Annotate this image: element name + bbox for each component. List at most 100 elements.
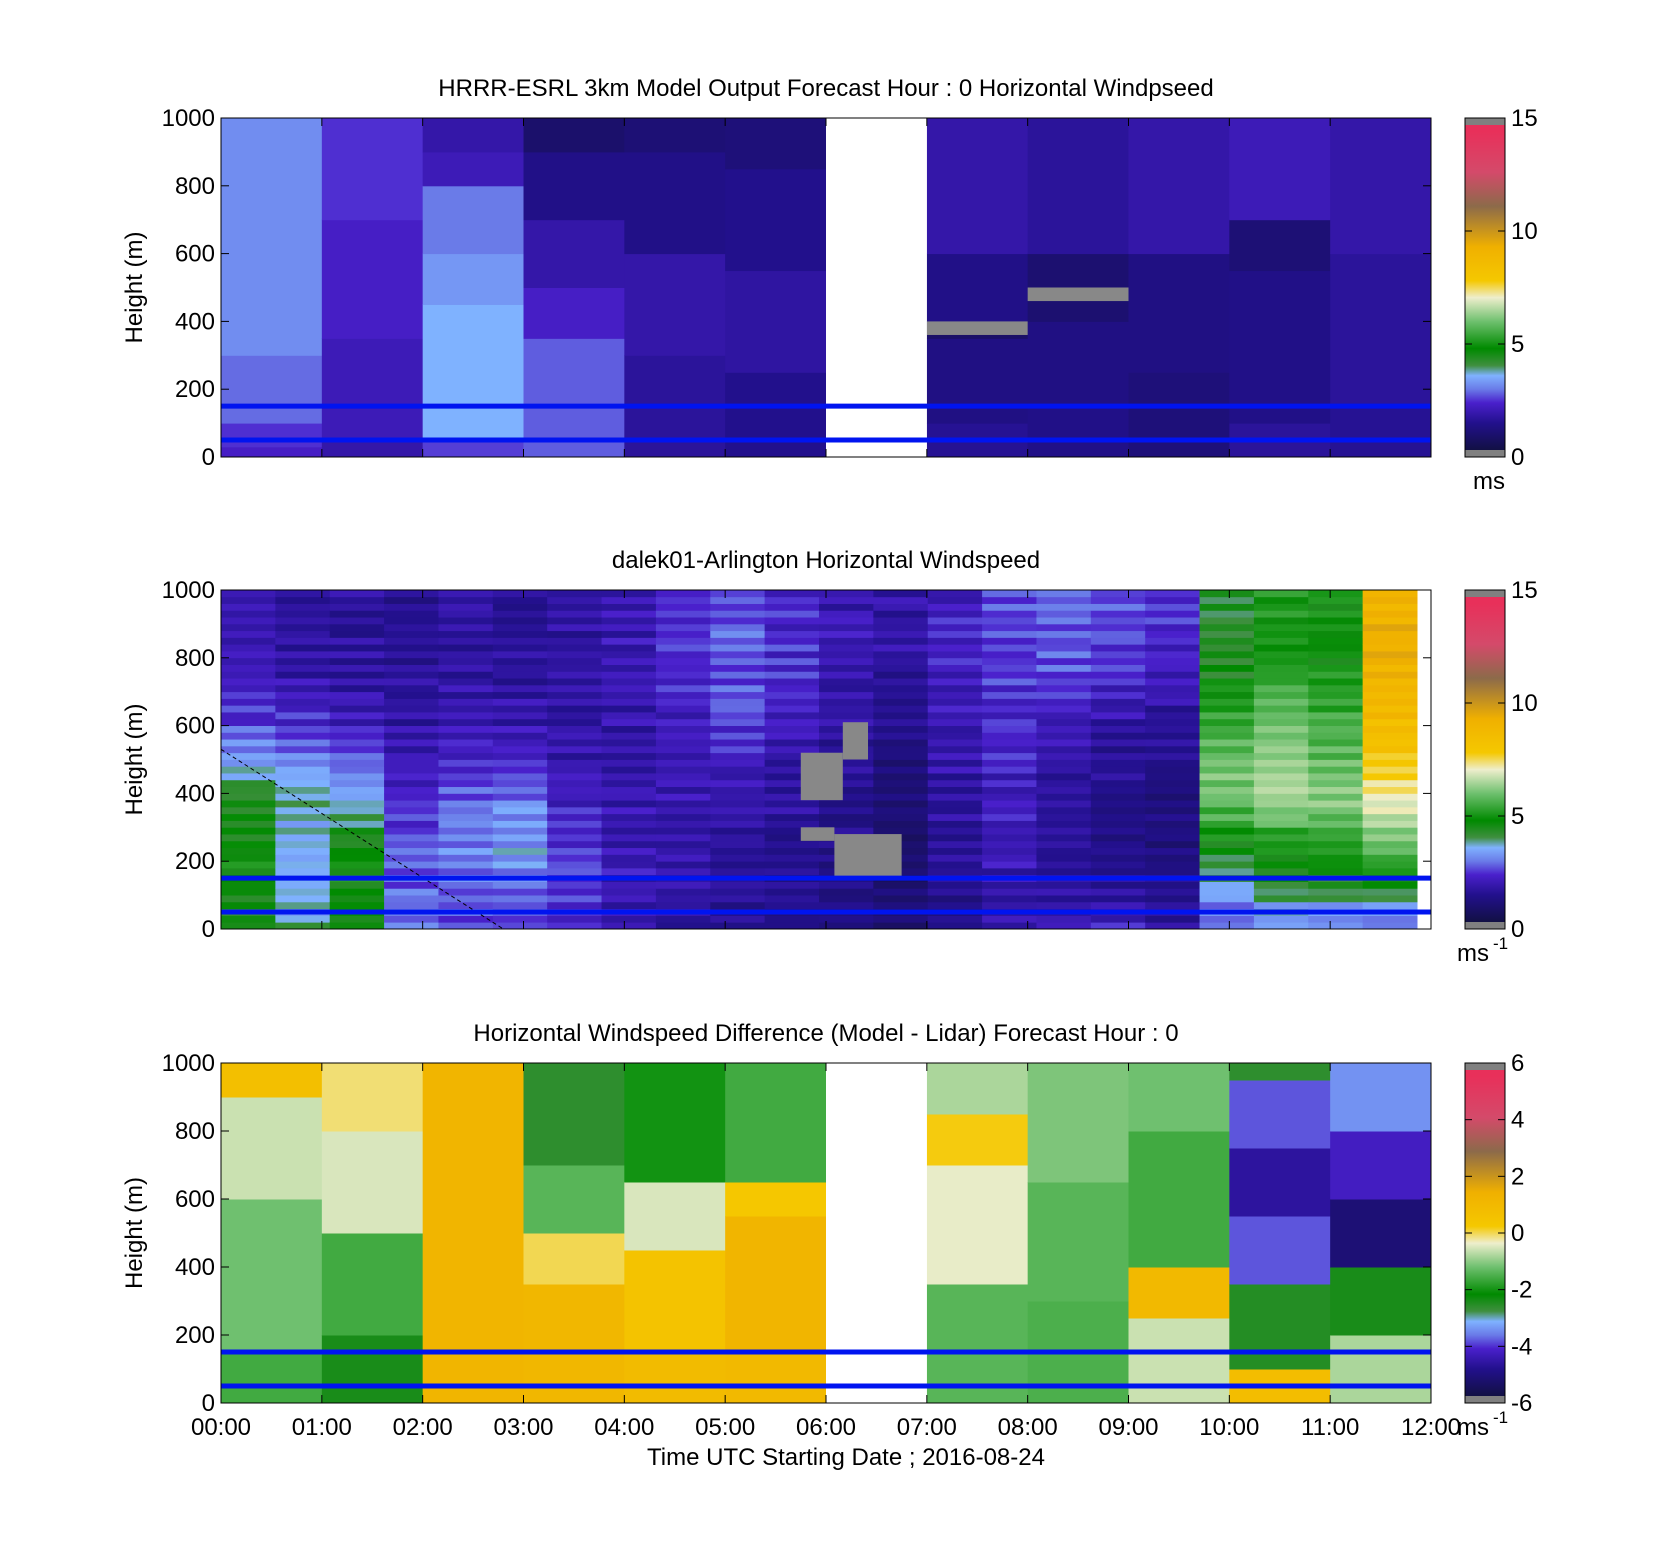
heatmap-cell bbox=[1090, 915, 1146, 923]
heatmap-cell bbox=[1145, 752, 1201, 760]
heatmap-cell bbox=[982, 827, 1037, 835]
heatmap-cell bbox=[329, 664, 385, 672]
heatmap-cell bbox=[819, 678, 874, 686]
heatmap-cell bbox=[329, 888, 385, 896]
heatmap-cell bbox=[438, 712, 494, 720]
heatmap-cell bbox=[221, 637, 276, 645]
heatmap-cell bbox=[329, 901, 385, 910]
y-tick-label: 0 bbox=[202, 444, 215, 471]
heatmap-cell bbox=[1090, 800, 1146, 808]
heatmap-cell bbox=[1362, 725, 1418, 733]
heatmap-cell bbox=[422, 1063, 524, 1404]
heatmap-cell bbox=[1308, 725, 1364, 733]
heatmap-cell bbox=[1036, 596, 1092, 604]
heatmap-cell bbox=[221, 691, 276, 699]
heatmap-cell bbox=[492, 637, 548, 645]
heatmap-cell bbox=[547, 630, 603, 638]
heatmap-cell bbox=[982, 712, 1037, 720]
heatmap-cell bbox=[655, 617, 711, 625]
x-tick-label: 05:00 bbox=[695, 1414, 755, 1441]
heatmap-cell bbox=[764, 637, 820, 645]
heatmap-cell bbox=[1145, 847, 1201, 855]
heatmap-cell bbox=[1036, 813, 1092, 821]
x-tick-label: 00:00 bbox=[191, 1414, 251, 1441]
heatmap-cell bbox=[329, 678, 385, 686]
heatmap-cell bbox=[221, 901, 276, 910]
heatmap-cell bbox=[873, 793, 929, 801]
heatmap-cell bbox=[1308, 793, 1364, 801]
heatmap-cell bbox=[547, 651, 603, 659]
heatmap-cell bbox=[384, 786, 439, 794]
heatmap-cell bbox=[1036, 691, 1092, 699]
heatmap-cell bbox=[275, 800, 331, 808]
heatmap-cell bbox=[384, 678, 439, 686]
heatmap-cell bbox=[1308, 590, 1364, 598]
heatmap-cell bbox=[384, 725, 439, 733]
heatmap-cell bbox=[1199, 691, 1255, 699]
heatmap-cell bbox=[655, 725, 711, 733]
heatmap-cell bbox=[1330, 1267, 1432, 1336]
heatmap-cell bbox=[873, 901, 929, 910]
heatmap-cell bbox=[275, 610, 331, 618]
heatmap-cell bbox=[1362, 888, 1418, 896]
heatmap-cell bbox=[1308, 773, 1364, 781]
colorbar-unit-label: ms bbox=[1457, 940, 1489, 967]
heatmap-cell bbox=[1090, 745, 1146, 754]
heatmap-cell bbox=[655, 752, 711, 760]
heatmap-cell bbox=[1199, 759, 1255, 767]
heatmap-cell bbox=[221, 786, 276, 794]
heatmap-cell bbox=[1090, 847, 1146, 855]
x-tick-label: 09:00 bbox=[1098, 1414, 1158, 1441]
heatmap-cell bbox=[547, 834, 603, 842]
heatmap-cell bbox=[438, 725, 494, 733]
heatmap-cell bbox=[1308, 779, 1364, 788]
heatmap-cell bbox=[1308, 664, 1364, 672]
heatmap-cell bbox=[601, 712, 657, 720]
heatmap-cell bbox=[1145, 705, 1201, 713]
heatmap-cell bbox=[1362, 610, 1418, 618]
colorbar-unit-exponent: -1 bbox=[1493, 1408, 1508, 1427]
heatmap-cell bbox=[1253, 596, 1309, 604]
heatmap-cell bbox=[819, 610, 874, 618]
heatmap-cell bbox=[601, 732, 657, 740]
heatmap-cell bbox=[601, 617, 657, 625]
heatmap-cell bbox=[819, 800, 874, 808]
heatmap-cell bbox=[655, 705, 711, 713]
heatmap-cell bbox=[329, 847, 385, 855]
heatmap-cell bbox=[927, 793, 983, 801]
heatmap-cell bbox=[1036, 759, 1092, 767]
heatmap-cell bbox=[982, 867, 1037, 876]
heatmap-cell bbox=[1036, 610, 1092, 618]
heatmap-cell bbox=[384, 779, 439, 788]
heatmap-cell bbox=[927, 759, 983, 767]
heatmap-cell bbox=[221, 820, 276, 828]
heatmap-cell bbox=[1253, 779, 1309, 788]
heatmap-cell bbox=[492, 617, 548, 625]
heatmap-cell bbox=[710, 637, 766, 645]
heatmap-cell bbox=[764, 664, 820, 672]
heatmap-cell bbox=[1090, 922, 1146, 930]
heatmap-cell bbox=[1362, 644, 1418, 652]
heatmap-cell bbox=[547, 901, 603, 910]
heatmap-cell bbox=[329, 671, 385, 679]
heatmap-cell bbox=[438, 759, 494, 767]
heatmap-cell bbox=[1090, 752, 1146, 760]
heatmap-cell bbox=[438, 678, 494, 686]
heatmap-cell bbox=[873, 590, 929, 598]
heatmap-cell bbox=[275, 752, 331, 760]
heatmap-cell bbox=[982, 759, 1037, 767]
heatmap-cell bbox=[547, 725, 603, 733]
heatmap-cell bbox=[1199, 644, 1255, 652]
heatmap-cell bbox=[384, 739, 439, 747]
heatmap-cell bbox=[1036, 664, 1092, 672]
heatmap-cell bbox=[927, 651, 983, 659]
heatmap-cell bbox=[927, 881, 983, 889]
x-tick-label: 04:00 bbox=[594, 1414, 654, 1441]
heatmap-cell bbox=[438, 698, 494, 706]
heatmap-cell bbox=[1199, 820, 1255, 828]
heatmap-cell bbox=[1308, 759, 1364, 767]
heatmap-cell bbox=[1036, 895, 1092, 903]
heatmap-cell bbox=[873, 739, 929, 747]
heatmap-cell bbox=[873, 820, 929, 828]
heatmap-cell bbox=[492, 725, 548, 733]
